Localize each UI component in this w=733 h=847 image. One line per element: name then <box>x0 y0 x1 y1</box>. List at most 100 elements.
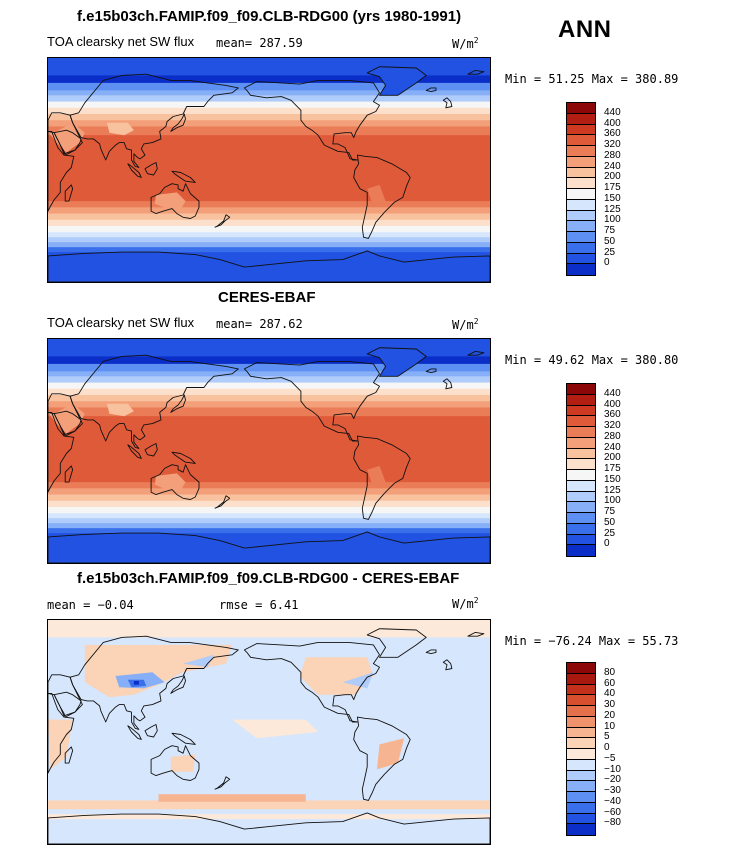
coastline-uk <box>442 97 453 109</box>
coastline-new-zealand <box>214 776 231 790</box>
panel2-minmax: Min = 49.62 Max = 380.80 <box>505 353 679 367</box>
tibet-region <box>106 122 134 136</box>
colorbar-tick-label: 25 <box>604 246 616 258</box>
panel2-map-svg <box>48 339 490 563</box>
panel3-rmse: rmse = 6.41 <box>219 598 299 612</box>
coastlines <box>48 66 490 282</box>
coastline-svalbard <box>467 350 485 356</box>
coastline-new-guinea <box>171 170 196 183</box>
colorbar-swatch <box>567 189 595 200</box>
south-america-interior-region <box>367 184 386 208</box>
coastline-africa <box>48 411 75 493</box>
flux-band-17 <box>48 523 490 529</box>
colorbar-tick-label: 240 <box>604 160 621 172</box>
coastline-borneo <box>144 443 158 457</box>
diff-negative-patch-2 <box>133 681 139 685</box>
panel1-minmax: Min = 51.25 Max = 380.89 <box>505 72 679 86</box>
diff-negative-patch-4 <box>342 672 374 689</box>
colorbar-swatch <box>567 199 595 211</box>
colorbar-swatch <box>567 695 595 706</box>
diff-negative-patch-3 <box>183 654 214 668</box>
flux-band-1 <box>48 363 490 372</box>
panel2-mean: mean= 287.62 <box>216 317 303 331</box>
coastline-south-america <box>353 435 411 520</box>
flux-band-9 <box>48 416 490 483</box>
diff-patch-1 <box>48 800 490 810</box>
flux-band-15 <box>48 513 490 519</box>
colorbar-swatch <box>567 759 595 771</box>
colorbar-tick-label: 125 <box>604 484 621 496</box>
flux-band-11 <box>48 207 490 215</box>
coastline-sumatra <box>127 444 142 459</box>
panel3-map <box>47 619 491 845</box>
panel1-title: f.e15b03ch.FAMIP.f09_f09.CLB-RDG00 (yrs … <box>77 8 462 25</box>
coastline-uk <box>442 659 453 671</box>
coastline-australia <box>150 745 200 781</box>
colorbar-tick-label: 30 <box>604 699 616 710</box>
colorbar-swatch <box>567 813 595 825</box>
flux-band-2 <box>48 371 490 377</box>
colorbar-swatch <box>567 673 595 685</box>
panel2-map <box>47 338 491 564</box>
panel2-units: W/m2 <box>452 317 479 332</box>
colorbar-tick-label: 320 <box>604 420 621 431</box>
colorbar-tick-label: 440 <box>604 106 621 118</box>
coastline-australia <box>150 183 200 219</box>
coastline-arabia <box>53 410 82 436</box>
coastline-arabia <box>53 129 82 155</box>
coastline-greenland <box>366 66 427 96</box>
coastline-north-america <box>243 360 380 442</box>
colorbar-tick-label: −20 <box>604 774 621 786</box>
coastline-japan <box>170 675 186 694</box>
coastline-svalbard <box>467 631 485 637</box>
flux-band-13 <box>48 219 490 227</box>
coastline-iceland <box>425 87 437 93</box>
colorbar-swatch <box>567 156 595 168</box>
flux-band-3 <box>48 95 490 103</box>
colorbar-swatch <box>567 242 595 254</box>
south-america-interior-region <box>367 465 386 489</box>
coastline-madagascar <box>64 184 74 202</box>
colorbar-tick-label: 100 <box>604 214 621 226</box>
colorbar-swatch <box>567 113 595 125</box>
flux-band-16 <box>48 237 490 243</box>
australia-interior-region <box>154 192 186 210</box>
desert-region <box>48 403 85 434</box>
colorbar-tick-label: 175 <box>604 182 621 193</box>
colorbar-swatch <box>567 824 595 835</box>
coastline-antarctica <box>48 531 490 563</box>
desert-region <box>48 122 85 153</box>
coastline-uk <box>442 378 453 390</box>
colorbar-tick-label: 100 <box>604 495 621 507</box>
colorbar-swatch <box>567 135 595 146</box>
coastline-sumatra <box>127 163 142 178</box>
colorbar-tick-label: 200 <box>604 171 621 183</box>
flux-band-8 <box>48 126 490 136</box>
colorbar-tick-label: −10 <box>604 763 621 775</box>
greenland-ice-region <box>367 66 427 96</box>
coastline-africa <box>48 692 75 774</box>
panel3-map-svg <box>48 620 490 844</box>
coastline-north-america <box>243 79 380 161</box>
colorbar-tick-label: −60 <box>604 806 621 818</box>
coastline-madagascar <box>64 465 74 483</box>
coastline-antarctica <box>48 250 490 282</box>
colorbar-swatch <box>567 770 595 782</box>
flux-band-2 <box>48 90 490 96</box>
coastline-madagascar <box>64 746 74 764</box>
colorbar-swatch <box>567 253 595 265</box>
flux-band-4 <box>48 382 490 390</box>
coastline-japan <box>170 113 186 132</box>
flux-band-18 <box>48 247 490 253</box>
colorbar-swatch <box>567 663 595 674</box>
flux-band-6 <box>48 114 490 121</box>
flux-band-15 <box>48 232 490 238</box>
colorbar-tick-label: 200 <box>604 452 621 464</box>
flux-band-14 <box>48 507 490 514</box>
flux-band-13 <box>48 500 490 508</box>
colorbar-swatch <box>567 264 595 275</box>
colorbar-tick-label: 400 <box>604 117 621 129</box>
coastline-greenland <box>366 347 427 377</box>
coastline-borneo <box>144 162 158 176</box>
coastline-new-zealand <box>214 495 231 509</box>
